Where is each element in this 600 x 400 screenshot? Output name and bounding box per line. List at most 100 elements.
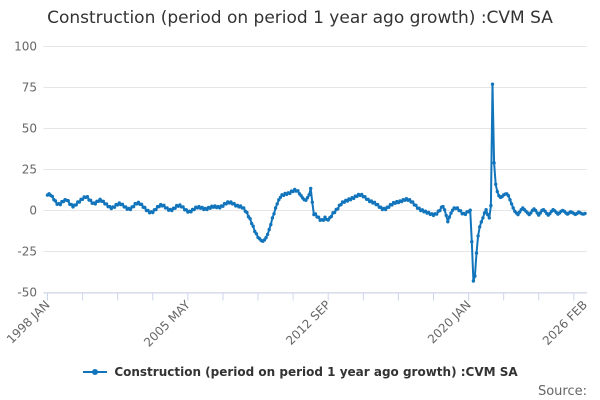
series-point[interactable] [313,212,318,216]
series-point[interactable] [449,211,453,215]
series-point[interactable] [494,182,498,186]
series-point[interactable] [272,212,276,216]
series-point[interactable] [131,204,136,209]
series-point[interactable] [471,279,476,283]
series-point[interactable] [473,274,477,278]
y-axis-tick-label: 100 [14,40,37,54]
series-point[interactable] [242,206,246,210]
series-point[interactable] [143,205,147,210]
series-point[interactable] [583,211,587,216]
series-point[interactable] [53,199,58,203]
series-point[interactable] [112,205,117,209]
series-point[interactable] [441,204,445,209]
series-point[interactable] [316,215,321,219]
series-point[interactable] [492,161,496,165]
series-point[interactable] [435,212,439,216]
series-point[interactable] [307,193,311,197]
series-construction[interactable] [45,82,587,283]
series-point[interactable] [482,211,487,215]
series-point[interactable] [336,207,340,211]
series-point[interactable] [517,210,522,214]
series-point[interactable] [339,202,343,207]
series-point[interactable] [511,206,515,210]
series-point[interactable] [476,234,480,238]
series-point[interactable] [487,216,491,220]
series-point[interactable] [481,216,485,220]
series-point[interactable] [93,202,98,206]
series-point[interactable] [304,198,308,202]
series-point[interactable] [58,202,62,207]
series-point[interactable] [250,221,254,226]
series-point[interactable] [269,222,273,227]
series-point[interactable] [509,202,514,206]
series-point[interactable] [128,207,133,212]
series-point[interactable] [80,197,85,201]
series-point[interactable] [463,212,468,217]
series-point[interactable] [248,217,252,221]
series-point[interactable] [50,194,54,199]
series-point[interactable] [474,251,479,255]
series-point[interactable] [74,203,78,207]
series-point[interactable] [305,196,310,200]
series-point[interactable] [446,220,450,224]
series-point[interactable] [387,205,391,209]
series-point[interactable] [267,227,271,232]
series-point[interactable] [538,211,542,215]
series-point[interactable] [470,240,474,244]
series-point[interactable] [296,189,300,193]
series-point[interactable] [221,204,225,208]
series-point[interactable] [444,213,448,218]
series-point[interactable] [458,209,463,213]
series-point[interactable] [77,200,82,204]
series-point[interactable] [139,202,144,206]
series-point[interactable] [376,202,380,207]
series-point[interactable] [277,198,281,202]
series-point[interactable] [321,218,326,222]
series-point[interactable] [495,189,499,194]
series-point[interactable] [101,199,106,203]
series-point[interactable] [275,202,279,206]
series-point[interactable] [411,200,415,204]
series-point[interactable] [490,82,495,86]
series-point[interactable] [66,199,70,203]
series-point[interactable] [88,198,93,202]
series-point[interactable] [479,220,483,224]
series-point[interactable] [447,215,452,219]
series-point[interactable] [414,203,418,207]
series-point[interactable] [533,208,538,213]
series-point[interactable] [438,208,442,213]
series-point[interactable] [120,202,125,206]
series-point[interactable] [245,210,249,215]
series-point[interactable] [489,203,493,208]
series-point[interactable] [104,202,109,206]
series-point[interactable] [332,210,337,215]
series-point[interactable] [486,212,490,217]
series-point[interactable] [455,206,460,210]
series-point[interactable] [309,186,313,191]
series-point[interactable] [264,236,268,240]
series-point[interactable] [151,210,155,215]
series-point[interactable] [85,195,90,199]
series-point[interactable] [273,206,278,210]
series-point[interactable] [278,195,283,200]
series-point[interactable] [173,206,177,210]
series-point[interactable] [508,198,512,202]
series-point[interactable] [270,216,275,220]
series-point[interactable] [251,224,255,228]
series-point[interactable] [154,207,158,212]
series-point[interactable] [329,214,334,219]
series-point[interactable] [265,232,270,237]
series-point[interactable] [181,205,185,209]
series-point[interactable] [162,203,166,207]
series-point[interactable] [484,208,488,212]
series-point[interactable] [516,212,520,217]
series-point[interactable] [442,208,447,212]
series-point[interactable] [506,194,511,198]
series-point[interactable] [310,200,314,204]
series-point[interactable] [529,211,533,215]
series-point[interactable] [468,208,472,212]
series-point[interactable] [254,232,259,236]
series-point[interactable] [363,195,367,199]
legend-item-construction[interactable]: Construction (period on period 1 year ag… [82,365,518,379]
series-point[interactable] [478,225,482,229]
